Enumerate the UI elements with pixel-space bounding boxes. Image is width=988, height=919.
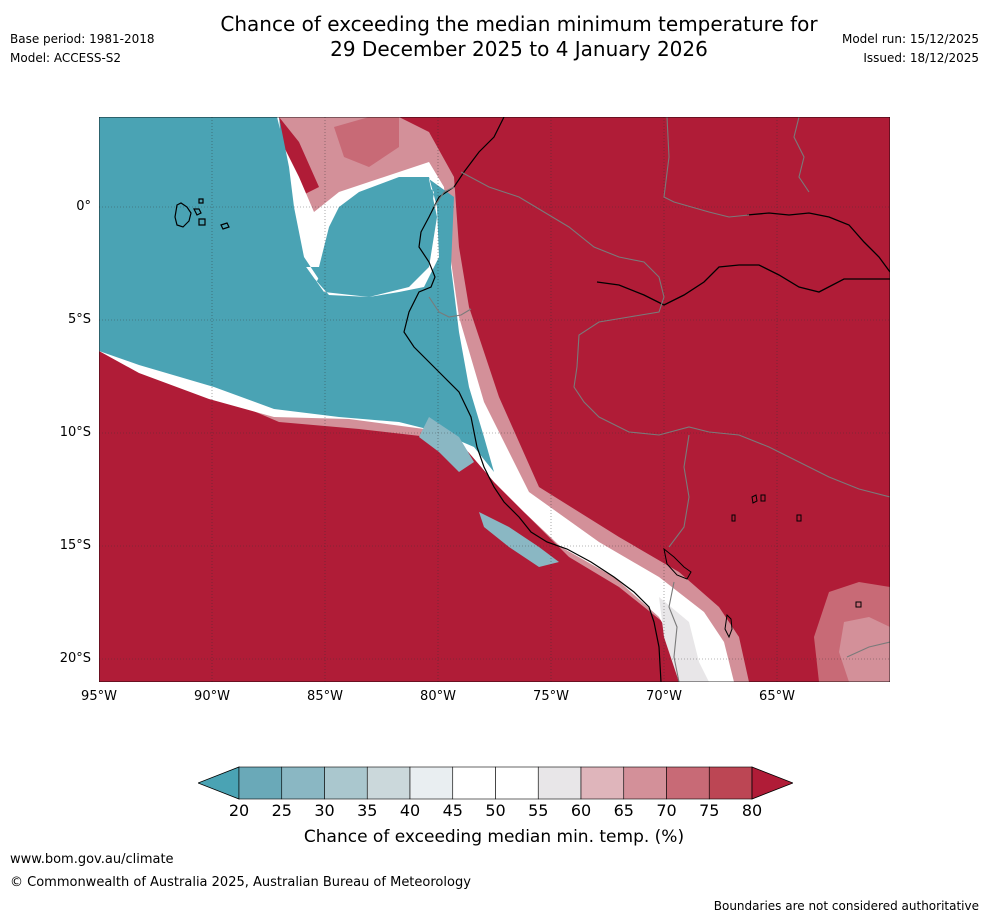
amazon-river-north [746, 212, 890, 273]
colorbar-label: Chance of exceeding median min. temp. (%… [303, 827, 685, 847]
low-probability-region [99, 117, 494, 472]
lon-label-90w: 90°W [194, 689, 230, 704]
lon-label-85w: 85°W [307, 689, 343, 704]
colorbar-tick-label: 75 [699, 801, 720, 820]
colorbar-tick-label: 40 [399, 801, 421, 820]
colorbar-segment [409, 766, 454, 800]
colorbar-tick-label: 45 [442, 801, 463, 820]
lon-label-65w: 65°W [759, 689, 795, 704]
lon-label-75w: 75°W [533, 689, 569, 704]
colorbar-segment [580, 766, 625, 800]
colorbar-tick-label: 30 [314, 801, 335, 820]
lake-titicaca [663, 547, 692, 580]
colorbar-segment [666, 766, 710, 800]
colorbar-tick-label: 65 [613, 801, 634, 820]
meta-right: Model run: 15/12/2025 Issued: 18/12/2025 [842, 30, 979, 68]
low-region-lighter [419, 417, 559, 567]
colorbar-segment [238, 766, 283, 800]
colorbar-segment [366, 766, 411, 800]
colorbar-segment [452, 766, 496, 800]
title-line-2: 29 December 2025 to 4 January 2026 [330, 37, 708, 61]
colorbar-tick-label: 55 [528, 801, 549, 820]
lat-label-10s: 10°S [59, 425, 91, 440]
colorbar-extend-low [198, 766, 240, 800]
amazon-river [596, 264, 890, 306]
colorbar [198, 766, 793, 800]
small-lakes [724, 494, 862, 639]
chart-title: Chance of exceeding the median minimum t… [0, 12, 988, 62]
colorbar-tick-label: 70 [656, 801, 677, 820]
colorbar-segment [708, 766, 753, 800]
colorbar-segment [324, 766, 368, 800]
footer-url: www.bom.gov.au/climate [10, 852, 174, 867]
colorbar-segment [537, 766, 582, 800]
colorbar-segment [623, 766, 667, 800]
colorbar-tick-label: 25 [271, 801, 292, 820]
model-run: Model run: 15/12/2025 [841, 32, 979, 46]
colorbar-tick-label: 35 [357, 801, 378, 820]
lat-label-0: 0° [76, 199, 91, 214]
lon-label-70w: 70°W [646, 689, 682, 704]
colorbar-tick-label: 60 [570, 801, 592, 820]
colorbar-extend-high [751, 766, 793, 800]
lat-label-5s: 5°S [67, 312, 91, 327]
coast-pink-patch [334, 117, 399, 167]
meta-left: Base period: 1981-2018 Model: ACCESS-S2 [10, 30, 155, 68]
galapagos-islands [174, 198, 230, 230]
transition-band-grey [659, 597, 709, 682]
footer-copyright: © Commonwealth of Australia 2025, Austra… [10, 875, 471, 890]
title-line-1: Chance of exceeding the median minimum t… [220, 12, 818, 36]
lon-label-95w: 95°W [81, 689, 117, 704]
colorbar-tick-label: 50 [485, 801, 506, 820]
colorbar-segment [281, 766, 325, 800]
footer-disclaimer: Boundaries are not considered authoritat… [713, 899, 979, 913]
gridlines [99, 117, 890, 682]
colorbar-segment [495, 766, 539, 800]
lat-label-15s: 15°S [59, 538, 91, 553]
model-name: Model: ACCESS-S2 [10, 51, 122, 65]
lat-label-20s: 20°S [59, 651, 91, 666]
issued-date: Issued: 18/12/2025 [863, 51, 979, 65]
colorbar-tick-label: 80 [741, 801, 763, 820]
forecast-map [99, 117, 890, 682]
national-borders [428, 117, 890, 682]
lon-label-80w: 80°W [420, 689, 456, 704]
colorbar-tick-label: 20 [228, 801, 250, 820]
base-period: Base period: 1981-2018 [10, 32, 155, 46]
south-america-coastline [403, 117, 662, 682]
